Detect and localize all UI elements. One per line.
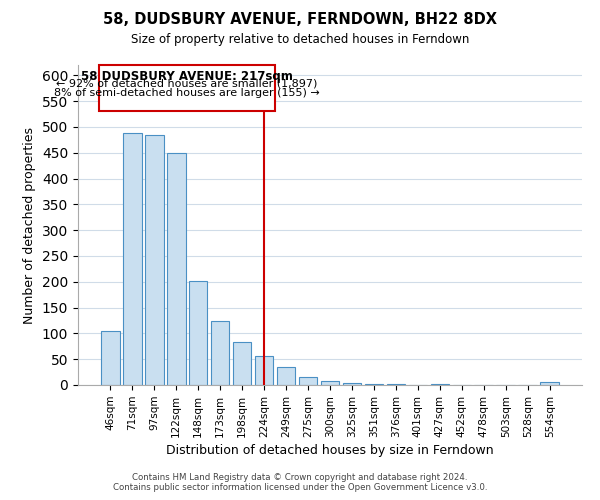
X-axis label: Distribution of detached houses by size in Ferndown: Distribution of detached houses by size …: [166, 444, 494, 457]
Text: 58 DUDSBURY AVENUE: 217sqm: 58 DUDSBURY AVENUE: 217sqm: [81, 70, 293, 83]
Bar: [431, 384, 449, 385]
Bar: [541, 382, 559, 385]
Y-axis label: Number of detached properties: Number of detached properties: [23, 126, 37, 324]
Bar: [320, 381, 340, 385]
Bar: [299, 376, 317, 385]
Text: 8% of semi-detached houses are larger (155) →: 8% of semi-detached houses are larger (1…: [54, 88, 320, 98]
Bar: [101, 331, 119, 385]
FancyBboxPatch shape: [99, 65, 275, 112]
Bar: [233, 342, 251, 385]
Bar: [189, 280, 208, 385]
Text: 58, DUDSBURY AVENUE, FERNDOWN, BH22 8DX: 58, DUDSBURY AVENUE, FERNDOWN, BH22 8DX: [103, 12, 497, 28]
Bar: [277, 367, 295, 385]
Bar: [211, 321, 229, 385]
Bar: [365, 384, 383, 385]
Bar: [167, 152, 185, 385]
Bar: [343, 384, 361, 385]
Bar: [123, 133, 142, 385]
Bar: [255, 356, 274, 385]
Bar: [386, 384, 405, 385]
Text: Size of property relative to detached houses in Ferndown: Size of property relative to detached ho…: [131, 32, 469, 46]
Text: ← 92% of detached houses are smaller (1,897): ← 92% of detached houses are smaller (1,…: [56, 79, 318, 89]
Bar: [145, 134, 164, 385]
Text: Contains HM Land Registry data © Crown copyright and database right 2024.
Contai: Contains HM Land Registry data © Crown c…: [113, 473, 487, 492]
